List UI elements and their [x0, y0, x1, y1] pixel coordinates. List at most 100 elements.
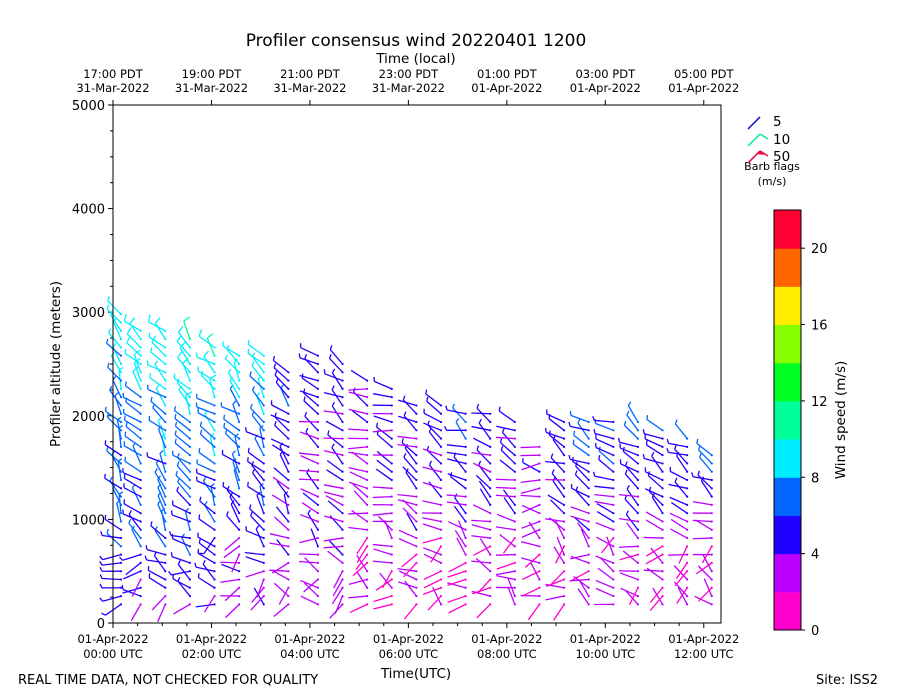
wind-barb-staff: [520, 446, 540, 449]
wind-barb-staff: [522, 587, 540, 597]
wind-barb-flag: [174, 430, 177, 436]
wind-barb-staff: [108, 332, 122, 348]
wind-barb-flag: [251, 361, 255, 366]
wind-barb-staff: [280, 387, 289, 406]
wind-barb-point: [139, 329, 142, 332]
wind-barb-point: [188, 387, 192, 390]
wind-barb-staff: [183, 320, 191, 340]
wind-barb-staff: [372, 486, 392, 489]
wind-barb-point: [538, 561, 541, 565]
wind-barb-staff: [131, 487, 142, 506]
wind-barb-point: [538, 528, 541, 531]
wind-barb-staff: [132, 371, 142, 390]
wind-barb-point: [513, 594, 516, 598]
wind-barb-flag: [198, 329, 203, 337]
wind-barb-staff: [333, 570, 344, 589]
wind-barb-staff: [226, 348, 240, 365]
wind-barb-point: [287, 371, 290, 374]
wind-barb-point: [390, 470, 393, 473]
wind-barb-staff: [649, 595, 664, 611]
wind-barb-flag: [624, 461, 628, 466]
wind-barb-point: [415, 594, 418, 598]
wind-barb-staff: [174, 418, 191, 431]
wind-barb-staff: [669, 512, 688, 523]
wind-barb-point: [238, 462, 241, 465]
wind-barb-flag: [176, 486, 180, 492]
wind-barb-flag: [203, 350, 210, 357]
wind-barb-point: [710, 520, 713, 523]
wind-barb-flag: [177, 351, 183, 359]
wind-barb-point: [636, 603, 640, 606]
wind-barb-staff: [196, 472, 215, 481]
wind-barb-point: [415, 437, 418, 440]
wind-barb-point: [238, 561, 241, 565]
wind-barb-staff: [595, 555, 614, 564]
wind-barb-point: [513, 503, 516, 506]
wind-barb-point: [238, 429, 241, 432]
colorbar-segment: [774, 553, 801, 593]
wind-barb-staff: [556, 536, 565, 555]
wind-barb-point: [287, 487, 290, 490]
wind-barb-staff: [645, 545, 663, 557]
wind-barb-staff: [381, 570, 393, 589]
wind-barb-staff: [594, 475, 614, 481]
wind-barb-staff: [153, 555, 166, 572]
wind-barb-point: [188, 536, 192, 540]
wind-barb-point: [710, 603, 713, 606]
wind-barb-point: [636, 570, 640, 573]
wind-barb-point: [341, 495, 344, 498]
wind-barb-point: [587, 503, 590, 506]
wind-barb-staff: [110, 314, 122, 332]
wind-barb-point: [316, 412, 320, 415]
wind-barb-point: [287, 586, 290, 589]
wind-barb-staff: [299, 374, 319, 382]
wind-barb-point: [513, 520, 516, 523]
wind-barb-point: [686, 586, 689, 589]
wind-barb-staff: [450, 476, 467, 489]
wind-barb-point: [489, 420, 492, 424]
wind-barb-staff: [575, 490, 590, 506]
wind-barb-staff: [496, 425, 515, 431]
wind-barb-staff: [500, 442, 516, 456]
wind-barb-point: [366, 536, 369, 540]
wind-barb-staff: [196, 397, 215, 407]
wind-barb-flag: [155, 384, 160, 390]
wind-barb-staff: [594, 500, 614, 506]
wind-barb-staff: [502, 489, 516, 506]
wind-barb-staff: [700, 480, 713, 497]
wind-barb-staff: [251, 365, 265, 381]
wind-barb-flag: [106, 528, 110, 534]
wind-barb-point: [636, 454, 640, 457]
site-label: Site: ISS2: [816, 673, 879, 688]
wind-barb-point: [612, 603, 615, 606]
wind-barb-staff: [306, 472, 319, 489]
wind-barb-staff: [644, 438, 663, 448]
wind-barb-point: [686, 520, 689, 523]
top-tick-label-time: 19:00 PDT: [182, 67, 243, 81]
wind-barb-point: [262, 487, 265, 490]
wind-barb-point: [686, 503, 689, 506]
wind-barb-staff: [373, 603, 392, 610]
wind-barb-point: [262, 536, 265, 540]
wind-barb-staff: [269, 569, 289, 572]
wind-barb-staff: [303, 392, 319, 406]
wind-barb-flag: [402, 395, 406, 401]
wind-barb-flag: [403, 453, 407, 458]
wind-barb-point: [188, 586, 192, 589]
wind-barb-point: [636, 586, 640, 589]
wind-barb-staff: [595, 587, 614, 597]
top-tick-label-date: 01-Apr-2022: [570, 81, 641, 95]
wind-barb-point: [661, 594, 664, 598]
wind-barb-staff: [327, 500, 343, 514]
wind-barb-staff: [545, 431, 565, 440]
wind-barb-staff: [618, 545, 638, 548]
wind-barb-staff: [699, 456, 713, 473]
wind-barb-flag: [159, 449, 164, 454]
wind-barb-point: [139, 470, 142, 473]
wind-barb-staff: [454, 530, 467, 547]
wind-barb-staff: [226, 489, 240, 506]
wind-barb-staff: [126, 342, 142, 357]
wind-barb-staff: [273, 467, 289, 481]
wind-barb-point: [213, 536, 216, 540]
